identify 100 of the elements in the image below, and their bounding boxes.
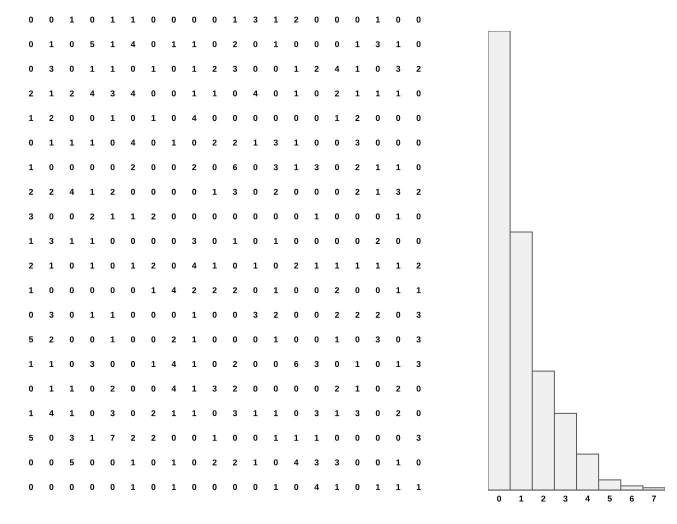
data-label: 1 — [233, 16, 238, 23]
data-label: 3 — [355, 410, 360, 416]
data-label: 0 — [274, 361, 278, 367]
data-label: 4 — [49, 410, 54, 416]
data-label: 3 — [49, 312, 54, 318]
data-label: 1 — [274, 336, 278, 342]
data-label: 3 — [334, 459, 340, 466]
data-label: 0 — [314, 287, 319, 294]
data-label: 0 — [172, 434, 176, 441]
data-label: 2 — [151, 410, 156, 416]
data-label: 0 — [90, 287, 94, 294]
data-label: 1 — [335, 262, 340, 269]
data-label: 1 — [396, 41, 400, 48]
data-label: 1 — [172, 410, 176, 416]
data-label: 2 — [232, 459, 238, 466]
data-label: 3 — [90, 360, 94, 367]
data-label: 0 — [253, 336, 258, 342]
data-label: 0 — [110, 361, 115, 367]
data-label: 1 — [110, 312, 115, 318]
data-label: 0 — [212, 312, 217, 318]
data-label: 2 — [28, 188, 34, 195]
x-tick-label: 7 — [652, 496, 656, 502]
data-label: 0 — [376, 434, 380, 441]
data-label: 0 — [172, 90, 176, 96]
data-label: 5 — [28, 434, 34, 441]
data-label: 0 — [314, 115, 319, 121]
data-label: 0 — [70, 213, 74, 220]
data-label: 3 — [110, 90, 115, 96]
data-label: 1 — [192, 312, 196, 318]
data-label: 3 — [376, 41, 380, 48]
data-label: 1 — [131, 16, 136, 23]
data-label: 0 — [49, 459, 54, 466]
data-label: 3 — [49, 66, 54, 72]
data-label: 4 — [70, 188, 74, 195]
data-label: 0 — [355, 336, 360, 342]
data-label: 1 — [29, 361, 34, 367]
data-label: 1 — [274, 287, 278, 294]
data-label: 3 — [416, 360, 421, 367]
data-label: 1 — [396, 262, 400, 269]
data-label: 1 — [416, 484, 421, 490]
data-label: 1 — [314, 262, 319, 269]
data-label: 0 — [130, 361, 136, 367]
data-label: 0 — [232, 90, 238, 96]
data-label: 1 — [212, 188, 217, 195]
data-label: 3 — [396, 188, 400, 195]
data-label: 0 — [28, 484, 34, 490]
data-label: 0 — [253, 164, 258, 170]
data-label: 2 — [355, 164, 360, 170]
data-label: 0 — [151, 164, 156, 170]
data-label: 1 — [335, 336, 340, 342]
data-label: 4 — [294, 459, 299, 466]
data-label: 2 — [274, 312, 278, 318]
data-label: 1 — [314, 434, 319, 441]
data-label: 1 — [172, 41, 176, 48]
data-label: 0 — [253, 434, 258, 441]
data-label: 1 — [254, 140, 258, 146]
data-label: 2 — [130, 434, 136, 441]
data-label: 2 — [274, 188, 278, 195]
data-label: 0 — [90, 410, 94, 416]
data-label: 0 — [232, 262, 238, 269]
data-label: 1 — [90, 312, 94, 318]
data-label: 0 — [253, 213, 258, 220]
data-label: 0 — [232, 115, 238, 121]
data-label: 0 — [192, 16, 196, 23]
data-label: 3 — [416, 336, 421, 342]
data-label: 0 — [192, 140, 196, 146]
data-label: 4 — [90, 90, 95, 96]
data-label: 0 — [110, 287, 115, 294]
data-label: 1 — [376, 16, 380, 23]
data-label: 0 — [376, 66, 380, 72]
data-label: 1 — [233, 238, 238, 244]
data-label: 0 — [314, 238, 319, 244]
data-label: 0 — [376, 361, 380, 367]
data-label: 0 — [130, 238, 136, 244]
data-label: 0 — [172, 66, 176, 72]
data-label: 0 — [274, 386, 278, 392]
data-label: 0 — [90, 16, 94, 23]
data-label: 0 — [396, 115, 400, 121]
data-label: 0 — [355, 459, 360, 466]
data-label: 4 — [253, 90, 258, 96]
x-tick-label: 3 — [563, 496, 568, 502]
data-label: 0 — [334, 213, 340, 220]
data-label: 0 — [314, 312, 319, 318]
data-label: 0 — [172, 188, 176, 195]
data-label: 3 — [232, 188, 238, 195]
data-label: 4 — [314, 484, 319, 490]
data-label: 0 — [70, 41, 74, 48]
data-label: 3 — [416, 434, 421, 441]
data-label: 0 — [130, 287, 136, 294]
data-label: 2 — [151, 213, 156, 220]
data-label: 6 — [294, 361, 298, 367]
data-label: 1 — [376, 90, 380, 96]
data-label: 0 — [151, 238, 156, 244]
data-label: 2 — [355, 188, 360, 195]
data-label: 1 — [376, 164, 380, 170]
data-label: 0 — [396, 336, 400, 342]
x-tick-label: 2 — [541, 496, 546, 502]
data-label: 5 — [90, 41, 94, 48]
data-label: 0 — [151, 140, 156, 146]
data-label: 1 — [335, 410, 340, 416]
